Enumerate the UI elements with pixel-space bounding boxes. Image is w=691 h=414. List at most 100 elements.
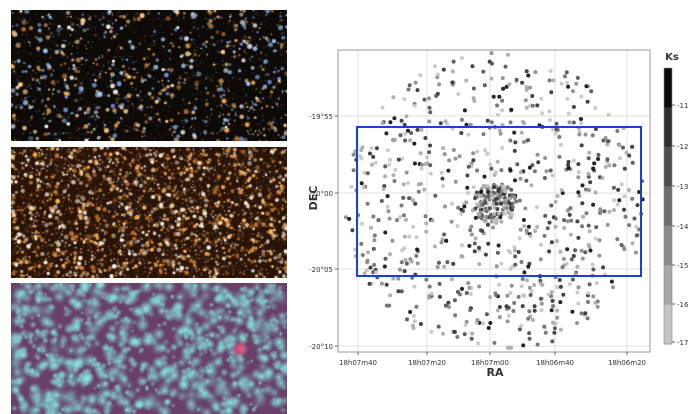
data-point — [500, 76, 505, 81]
data-point — [460, 254, 465, 259]
data-point — [449, 219, 454, 224]
data-point — [464, 78, 469, 83]
data-point — [545, 226, 550, 231]
data-point — [630, 241, 635, 246]
data-point — [597, 253, 602, 258]
data-point — [401, 182, 406, 187]
data-point — [521, 140, 526, 144]
data-point — [496, 189, 501, 194]
colorbar-segment — [664, 68, 672, 108]
data-point — [456, 205, 461, 210]
data-point — [526, 138, 531, 143]
data-point — [586, 156, 591, 161]
x-tick-label: 18h06m20 — [608, 359, 646, 367]
data-point — [576, 162, 581, 167]
data-point — [587, 282, 592, 287]
data-point — [381, 186, 386, 191]
data-point — [503, 64, 508, 69]
data-point — [491, 225, 495, 230]
colorbar-segment — [664, 304, 672, 345]
data-point — [409, 259, 414, 264]
data-point — [535, 224, 540, 229]
data-point — [446, 168, 451, 173]
data-point — [451, 261, 456, 266]
data-point — [530, 103, 535, 108]
colorbar-tick-label: -15 — [677, 262, 688, 270]
data-point — [514, 199, 519, 204]
data-point — [423, 214, 428, 219]
colorbar-tick-label: -17 — [677, 339, 688, 347]
data-point — [505, 185, 510, 190]
data-point — [577, 193, 582, 198]
data-point — [453, 313, 458, 318]
data-point — [387, 162, 392, 167]
data-point — [559, 188, 564, 193]
data-point — [513, 178, 517, 183]
data-point — [445, 260, 450, 265]
data-point — [621, 145, 625, 150]
data-point — [573, 248, 578, 253]
data-point — [528, 85, 532, 90]
data-point — [407, 83, 412, 88]
data-point — [393, 167, 398, 172]
data-point — [456, 92, 461, 96]
data-point — [505, 52, 510, 57]
data-point — [524, 85, 529, 89]
data-point — [392, 179, 397, 183]
data-point — [576, 235, 581, 240]
data-point — [555, 194, 560, 198]
data-point — [475, 318, 480, 323]
data-point — [559, 81, 564, 86]
data-point — [400, 156, 405, 161]
data-point — [535, 342, 540, 347]
x-tick-label: 18h07m40 — [339, 359, 377, 367]
colorbar-segment — [664, 146, 672, 187]
data-point — [403, 138, 408, 143]
data-point — [509, 283, 514, 288]
data-point — [575, 264, 580, 269]
data-point — [382, 264, 387, 269]
data-point — [575, 290, 580, 295]
data-point — [427, 119, 432, 124]
data-point — [478, 228, 483, 233]
data-point — [385, 148, 390, 153]
data-point — [368, 151, 372, 156]
data-point — [567, 282, 572, 287]
data-point — [564, 70, 569, 75]
data-point — [585, 316, 590, 321]
data-point — [432, 244, 437, 249]
data-point — [352, 247, 357, 252]
data-point — [472, 249, 477, 254]
data-point — [388, 120, 393, 125]
data-point — [459, 211, 464, 216]
y-axis-label: DEC — [307, 186, 320, 211]
data-point — [495, 250, 500, 255]
data-point — [524, 87, 529, 92]
data-point — [525, 278, 529, 283]
data-point — [488, 321, 493, 325]
data-point — [611, 285, 615, 290]
data-point — [509, 215, 513, 220]
data-point — [591, 294, 596, 299]
data-point — [422, 97, 427, 102]
data-point — [464, 319, 469, 324]
data-point — [398, 133, 403, 138]
data-point — [532, 304, 537, 309]
data-point — [402, 234, 407, 239]
data-point — [519, 323, 524, 328]
data-point — [504, 84, 509, 89]
data-point — [391, 276, 396, 281]
data-point — [412, 284, 417, 289]
data-point — [399, 289, 404, 294]
data-point — [466, 281, 471, 286]
data-point — [532, 308, 537, 313]
data-point — [512, 148, 517, 153]
data-point — [404, 170, 409, 175]
data-point — [549, 290, 554, 294]
data-point — [515, 162, 520, 167]
data-point — [442, 232, 447, 237]
data-point — [508, 120, 513, 125]
data-point — [414, 235, 419, 240]
data-point — [372, 233, 377, 238]
data-point — [407, 196, 412, 201]
